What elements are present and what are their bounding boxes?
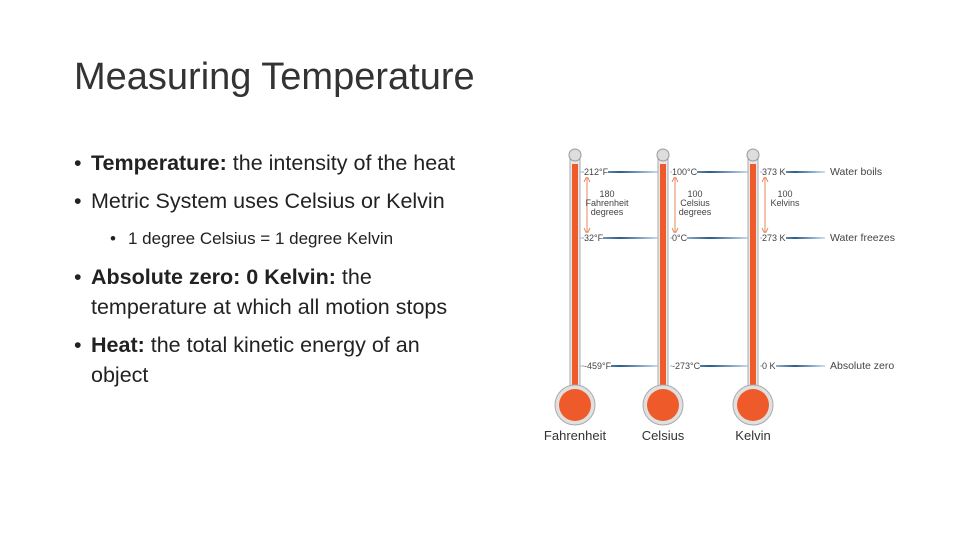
cap	[656, 148, 670, 162]
level-label: Water freezes	[830, 232, 895, 244]
thermometer-name: Kelvin	[735, 428, 771, 443]
bulb	[559, 389, 591, 421]
mercury	[572, 164, 578, 414]
sub-bullet: 1 degree Celsius = 1 degree Kelvin	[74, 224, 479, 254]
bullet: Heat: the total kinetic energy of an obj…	[74, 330, 479, 390]
thermometer-shapes	[554, 148, 825, 426]
span-line: Celsius	[680, 198, 710, 208]
bullet: Temperature: the intensity of the heat	[74, 148, 479, 178]
thermometer-diagram: 212°F 32°F -459°F 180 Fahrenheit degrees Fahre…	[520, 140, 940, 460]
scale-label: -459°F	[584, 361, 612, 371]
bullet: Metric System uses Celsius or Kelvin	[74, 186, 479, 216]
level-line	[670, 237, 750, 239]
level-line	[765, 365, 825, 367]
thermometer-name: Celsius	[641, 428, 685, 443]
scale-label: 273 K	[762, 233, 786, 243]
bullet-term: Temperature:	[91, 151, 227, 175]
bullet: Absolute zero: 0 Kelvin: the temperature…	[74, 262, 479, 322]
span-label: 180 Fahrenheit degrees	[577, 190, 637, 217]
cap	[746, 148, 760, 162]
span-line: degrees	[678, 207, 712, 217]
level-label: Absolute zero	[830, 360, 895, 372]
bullet-text: the temperature at which all motion stop…	[91, 265, 448, 319]
span-label: 100 Kelvins	[755, 190, 815, 208]
span-line: 180	[599, 189, 615, 199]
span-label: 100 Celsius degrees	[665, 190, 725, 217]
scale-label: 0 K	[762, 361, 776, 371]
span-line: degrees	[590, 207, 624, 217]
level-line	[580, 237, 660, 239]
level-line	[580, 365, 660, 367]
bullet-text: 1 degree Celsius = 1 degree Kelvin	[128, 229, 394, 248]
level-line	[670, 365, 750, 367]
bulb	[737, 389, 769, 421]
scale-label: 0°C	[672, 233, 688, 243]
span-line: Kelvins	[770, 198, 800, 208]
level-line	[765, 171, 825, 173]
mercury	[750, 164, 756, 414]
bullet-text: the total kinetic energy of an object	[91, 333, 420, 387]
scale-label: -273°C	[672, 361, 701, 371]
bullet-list: Temperature: the intensity of the heat M…	[74, 148, 479, 398]
level-line	[765, 237, 825, 239]
span-line: Fahrenheit	[585, 198, 629, 208]
scale-label: 373 K	[762, 167, 786, 177]
level-line	[580, 171, 660, 173]
bullet-text: the intensity of the heat	[232, 151, 456, 175]
scale-label: 212°F	[584, 167, 609, 177]
bullet-term: Absolute zero: 0 Kelvin:	[91, 265, 336, 289]
span-line: 100	[777, 189, 793, 199]
mercury	[660, 164, 666, 414]
span-line: 100	[687, 189, 703, 199]
bulb	[647, 389, 679, 421]
slide-title: Measuring Temperature	[74, 56, 475, 98]
level-label: Water boils	[830, 166, 883, 178]
bullet-term: Heat:	[91, 333, 145, 357]
level-line	[670, 171, 750, 173]
scale-label: 32°F	[584, 233, 604, 243]
thermometer-name: Fahrenheit	[543, 428, 607, 443]
scale-label: 100°C	[672, 167, 698, 177]
bullet-text: Metric System uses Celsius or Kelvin	[91, 189, 445, 213]
cap	[568, 148, 582, 162]
